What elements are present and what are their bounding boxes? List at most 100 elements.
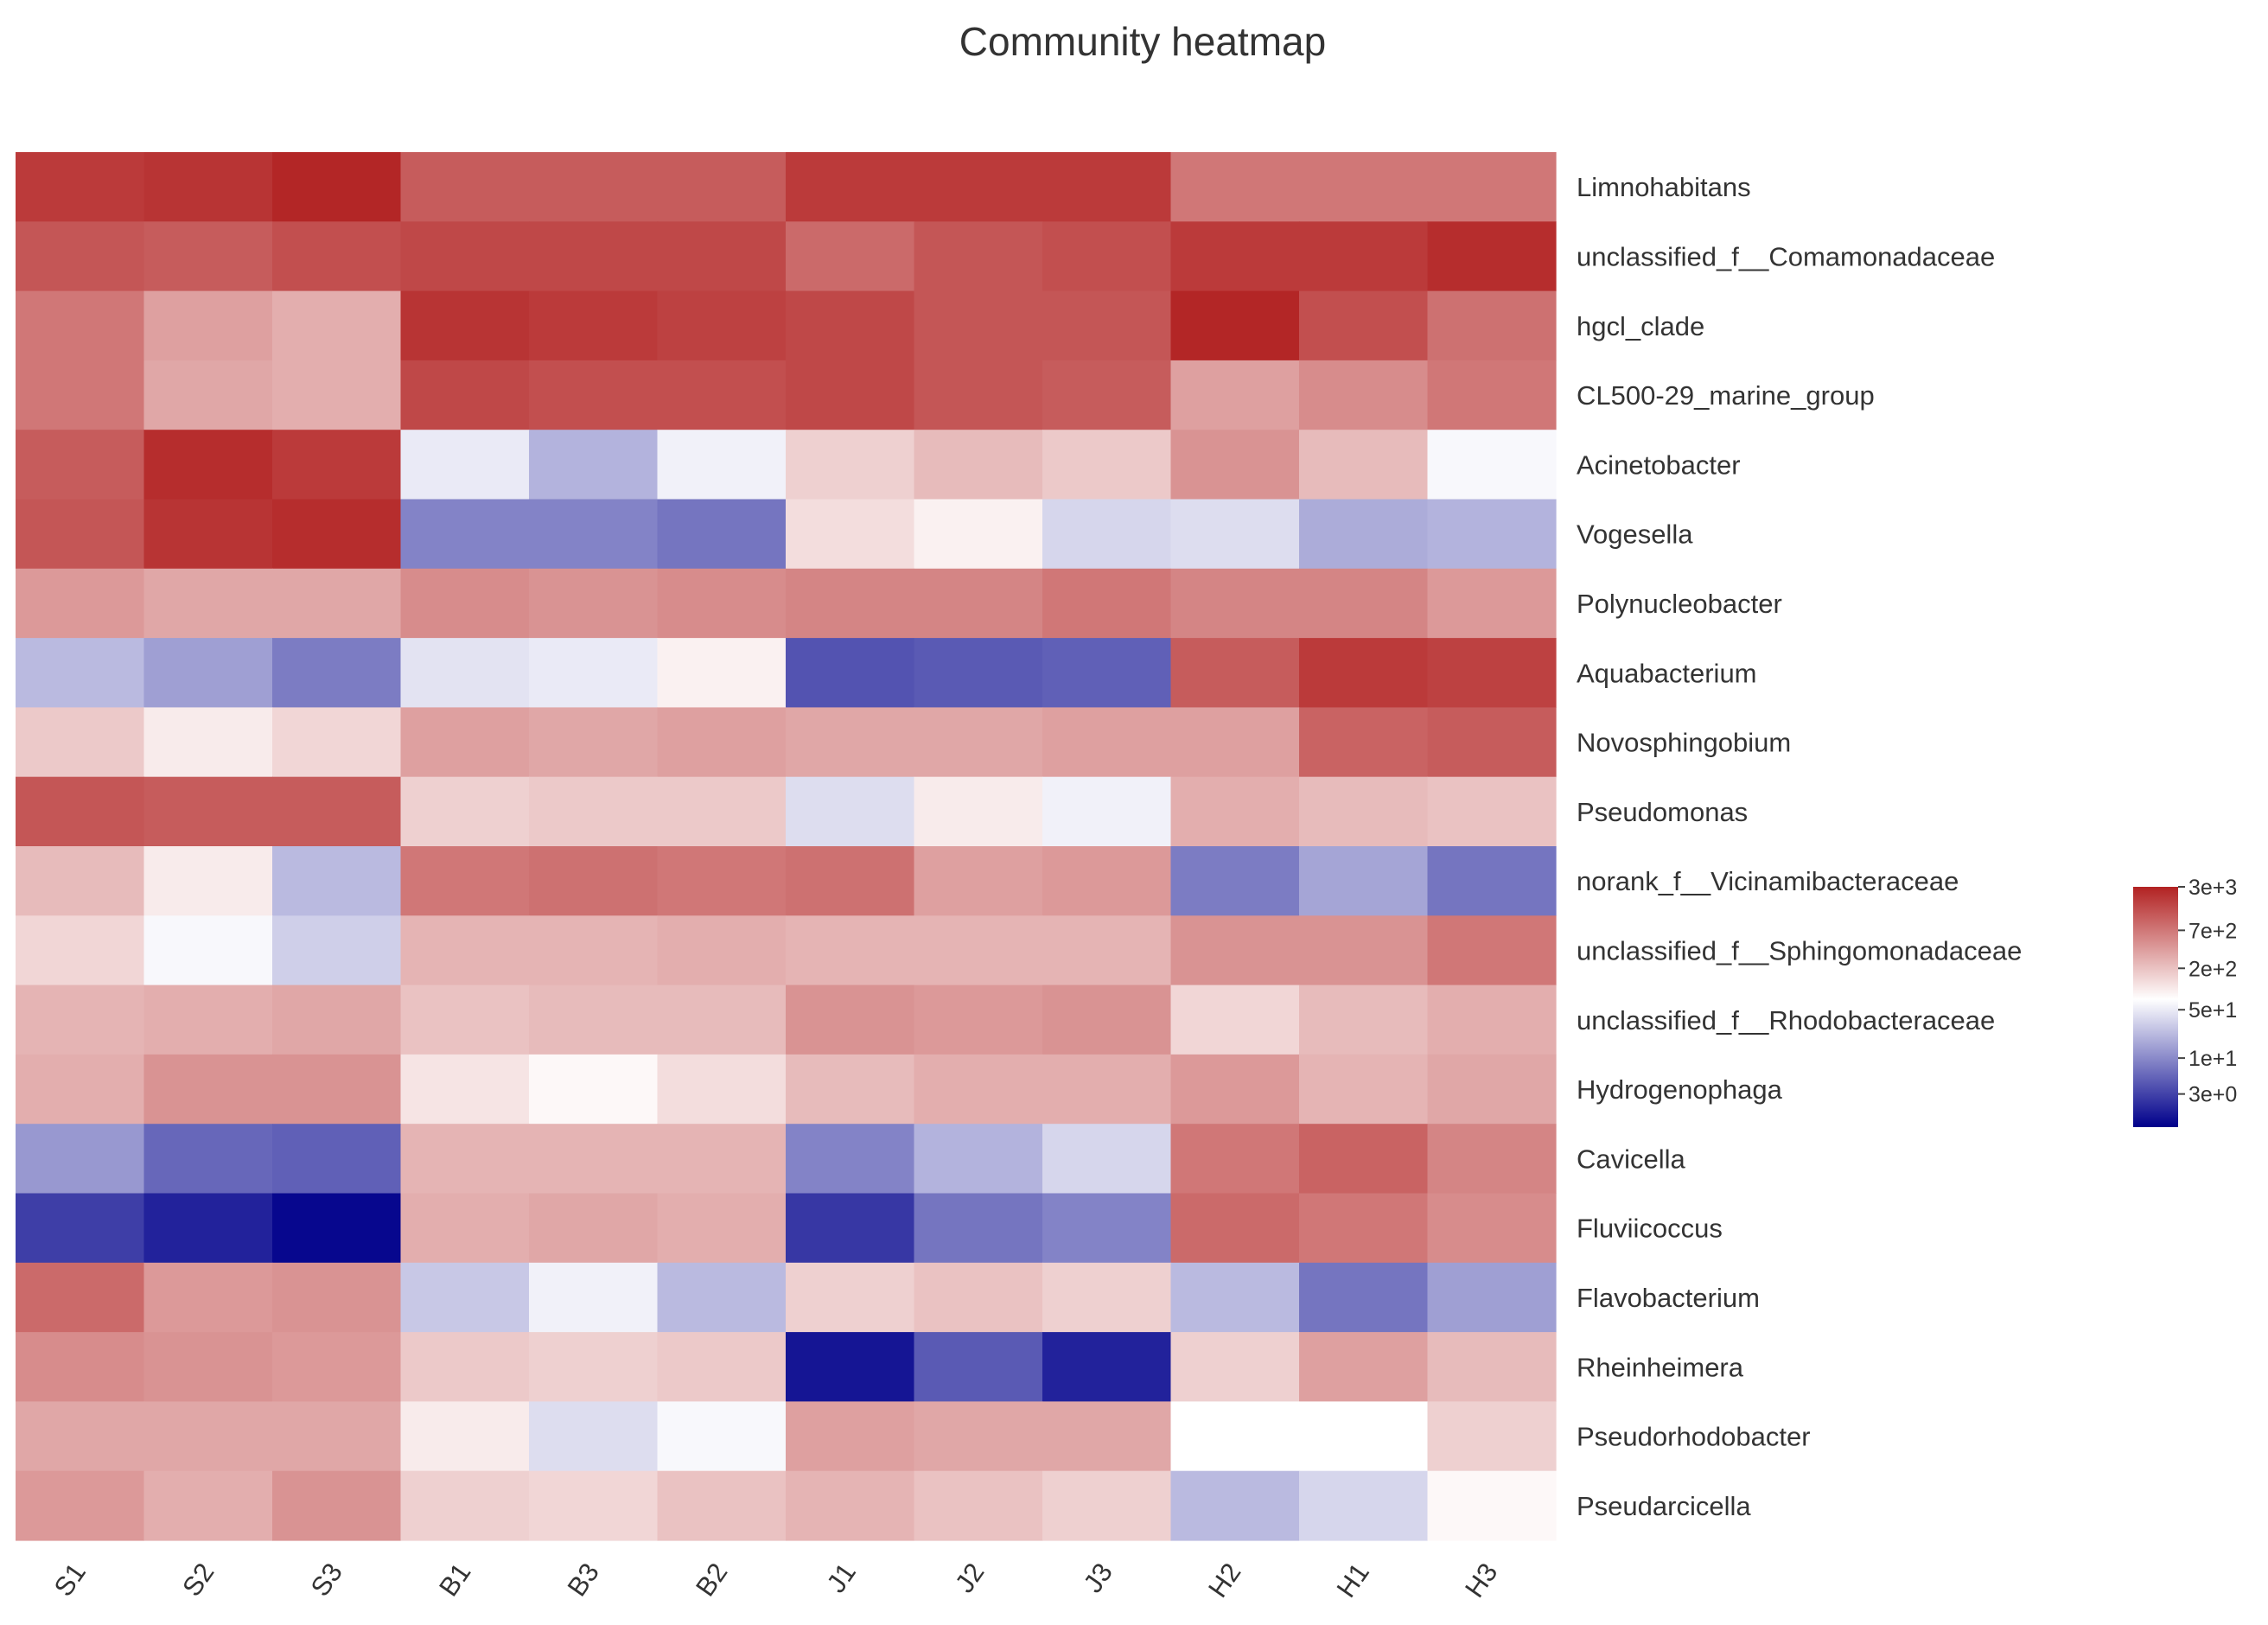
heatmap-cell [657, 985, 787, 1055]
heatmap-cell [1427, 915, 1557, 986]
heatmap-cell [1042, 638, 1172, 708]
heatmap-cell [16, 1124, 145, 1195]
heatmap-cell [529, 152, 659, 222]
heatmap-cell [657, 1262, 787, 1333]
heatmap-cell [16, 846, 145, 916]
heatmap-cell [1170, 568, 1300, 639]
heatmap-cell [786, 152, 915, 222]
heatmap-cell [272, 1470, 402, 1541]
column-label: S1 [48, 1558, 92, 1602]
row-label: Hydrogenophaga [1577, 1074, 1783, 1105]
heatmap-cell [272, 915, 402, 986]
heatmap-cell [143, 776, 273, 847]
heatmap-cell [786, 1124, 915, 1195]
heatmap-cell [1042, 499, 1172, 570]
heatmap-cell [657, 1332, 787, 1402]
heatmap-cell [1299, 1124, 1429, 1195]
heatmap-cell [1299, 638, 1429, 708]
heatmap-cell [1427, 499, 1557, 570]
heatmap-cell [1042, 985, 1172, 1055]
heatmap-cell [1042, 1054, 1172, 1125]
heatmap-cell [786, 290, 915, 361]
column-label: B2 [690, 1558, 733, 1602]
heatmap-cell [272, 1332, 402, 1402]
heatmap-cell [1170, 290, 1300, 361]
heatmap-cell [16, 221, 145, 292]
heatmap-cell [1427, 290, 1557, 361]
heatmap-cell [16, 707, 145, 778]
heatmap-cell [143, 152, 273, 222]
heatmap-cell [1299, 152, 1429, 222]
heatmap-cell [786, 985, 915, 1055]
heatmap-cell [1427, 1193, 1557, 1264]
heatmap-cell [1042, 846, 1172, 916]
heatmap-cell [272, 360, 402, 430]
heatmap-cell [529, 1124, 659, 1195]
heatmap-cell [529, 1401, 659, 1472]
heatmap-cell [1042, 360, 1172, 430]
heatmap-cell [657, 846, 787, 916]
heatmap-cell [272, 985, 402, 1055]
heatmap-cell [1170, 846, 1300, 916]
heatmap-cell [914, 152, 1043, 222]
heatmap-cell [529, 1332, 659, 1402]
heatmap-cell [143, 707, 273, 778]
heatmap-cell [529, 499, 659, 570]
heatmap-cell [529, 568, 659, 639]
heatmap-cell [529, 1470, 659, 1541]
row-label: Flavobacterium [1577, 1283, 1760, 1313]
heatmap-cell [1042, 568, 1172, 639]
heatmap-cell [1170, 1193, 1300, 1264]
heatmap-cell [272, 1193, 402, 1264]
column-label: H2 [1202, 1558, 1246, 1603]
heatmap-cell [914, 1470, 1043, 1541]
heatmap-cell [1427, 1262, 1557, 1333]
heatmap-cell [529, 985, 659, 1055]
heatmap-cell [1299, 290, 1429, 361]
row-label: unclassified_f__Comamonadaceae [1577, 241, 1995, 271]
row-label: Cavicella [1577, 1144, 1686, 1174]
heatmap-cell [786, 360, 915, 430]
colorbar-gradient [2133, 887, 2178, 1127]
row-label: Pseudomonas [1577, 797, 1748, 827]
heatmap-cell [1299, 1332, 1429, 1402]
row-label: Polynucleobacter [1577, 589, 1782, 619]
heatmap-cell [1427, 1124, 1557, 1195]
heatmap-cell [529, 776, 659, 847]
heatmap-cell [400, 499, 530, 570]
heatmap-cell [1299, 1262, 1429, 1333]
heatmap-cell [400, 1193, 530, 1264]
column-labels: S1 S2 S3 B1 B3 B2 J1 J2 J3 H2 H1 H3 [48, 1558, 1504, 1603]
row-label: unclassified_f__Rhodobacteraceae [1577, 1005, 1995, 1036]
heatmap-cell [1042, 1470, 1172, 1541]
chart-title: Community heatmap [959, 19, 1326, 64]
column-label: J3 [1078, 1558, 1118, 1598]
heatmap-cell [1299, 1401, 1429, 1472]
heatmap-cell [1427, 1470, 1557, 1541]
heatmap-cell [1042, 430, 1172, 500]
heatmap-cell [143, 1054, 273, 1125]
heatmap-cell [16, 915, 145, 986]
heatmap-cell [786, 1470, 915, 1541]
heatmap-cell [914, 1193, 1043, 1264]
heatmap-cell [1170, 152, 1300, 222]
heatmap-cell [657, 776, 787, 847]
heatmap-cell [1042, 707, 1172, 778]
heatmap-cell [914, 1332, 1043, 1402]
heatmap-cell [1299, 846, 1429, 916]
column-label: S2 [176, 1558, 220, 1602]
colorbar-tick-label: 3e+3 [2188, 876, 2237, 900]
column-label: J1 [821, 1558, 862, 1598]
heatmap-cell [914, 915, 1043, 986]
row-label: Aquabacterium [1577, 658, 1757, 688]
heatmap-cell [400, 1054, 530, 1125]
colorbar: 3e+3 7e+2 2e+2 5e+1 1e+1 3e+0 [2133, 876, 2237, 1127]
row-label: Fluviicoccus [1577, 1214, 1723, 1244]
heatmap-cell [786, 776, 915, 847]
heatmap-cell [914, 1054, 1043, 1125]
heatmap-cell [272, 568, 402, 639]
heatmap-cell [914, 776, 1043, 847]
heatmap-cell [272, 1262, 402, 1333]
heatmap-cell [16, 776, 145, 847]
